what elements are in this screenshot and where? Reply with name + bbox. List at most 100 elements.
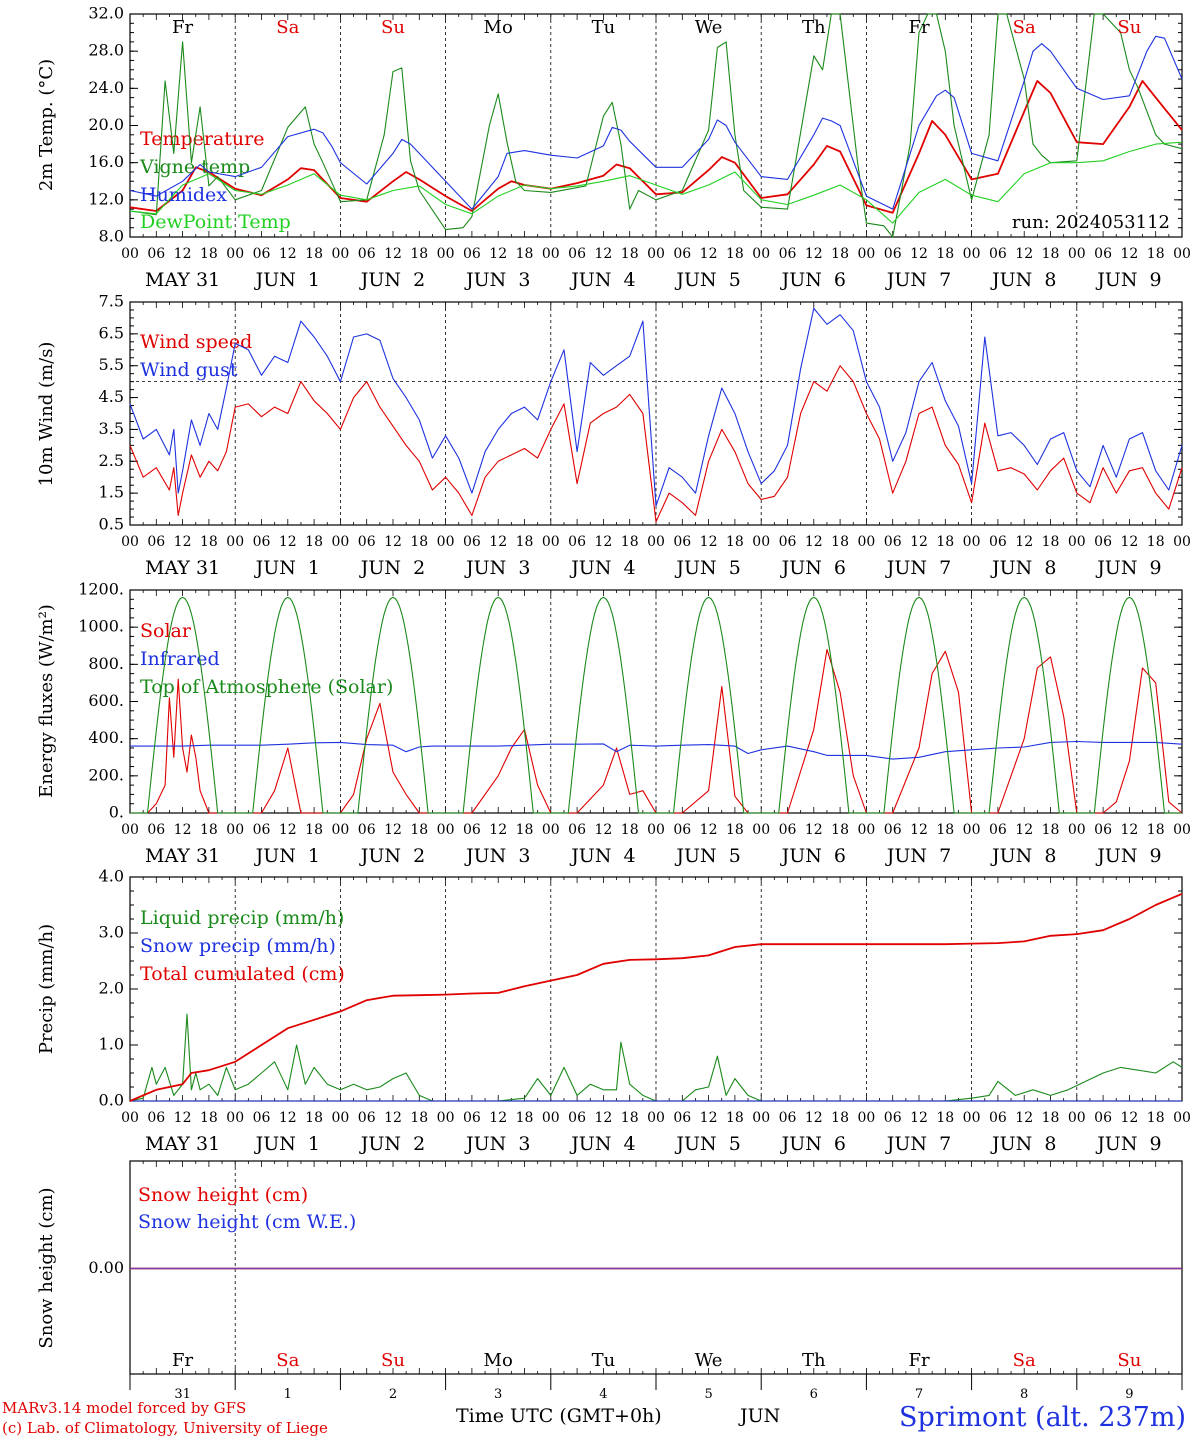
day-label: JUN 8	[990, 557, 1056, 579]
day-label: JUN 2	[359, 269, 425, 291]
hour-tick-label: 18	[621, 534, 639, 550]
day-label: JUN 9	[1095, 557, 1161, 579]
hour-tick-label: 00	[857, 534, 875, 550]
hour-tick-label: 00	[542, 1110, 560, 1126]
hour-tick-label: 18	[200, 246, 218, 262]
weekday-label: Tu	[592, 1350, 616, 1371]
hour-tick-label: 06	[147, 534, 165, 550]
weekday-label: Sa	[1013, 17, 1036, 38]
model-credit: MARv3.14 model forced by GFS	[2, 1399, 247, 1417]
hour-tick-label: 00	[1173, 246, 1191, 262]
series-line-dewpoint-temp	[129, 141, 1183, 224]
hour-tick-label: 18	[726, 1110, 744, 1126]
y-axis-label: Energy fluxes (W/m²)	[36, 604, 57, 798]
hour-tick-label: 18	[1042, 822, 1060, 838]
day-label: JUN 4	[569, 269, 635, 291]
hour-tick-label: 12	[1120, 822, 1138, 838]
panel-frame	[129, 13, 1183, 238]
hour-tick-label: 06	[989, 822, 1007, 838]
hour-tick-label: 00	[647, 246, 665, 262]
hour-tick-label: 00	[121, 822, 139, 838]
hour-tick-label: 06	[463, 822, 481, 838]
day-label: MAY 31	[145, 557, 220, 579]
hour-tick-label: 12	[594, 246, 612, 262]
day-label: JUN 7	[885, 845, 951, 867]
day-label: JUN 6	[780, 269, 846, 291]
hour-tick-label: 06	[779, 1110, 797, 1126]
day-label: JUN 5	[674, 269, 740, 291]
hour-tick-label: 18	[831, 534, 849, 550]
series-line-wind-gust	[129, 307, 1183, 507]
hour-tick-label: 06	[358, 246, 376, 262]
panel-2: 0.5 1.5 2.5 3.5 4.5 5.5 6.5 7.5 10m Wind (m/s) Wi…	[36, 292, 1191, 580]
hour-tick-label: 06	[779, 534, 797, 550]
day-label: JUN 5	[674, 557, 740, 579]
hour-tick-label: 12	[910, 822, 928, 838]
hour-tick-label: 12	[805, 1110, 823, 1126]
legend-entry: Liquid precip (mm/h)	[140, 907, 344, 929]
hour-tick-label: 06	[989, 534, 1007, 550]
time-axis-label: Time UTC (GMT+0h)	[456, 1405, 662, 1427]
weekday-label: Tu	[592, 17, 616, 38]
day-label: JUN 7	[885, 269, 951, 291]
day-label: JUN 6	[780, 1133, 846, 1155]
hour-tick-label: 06	[253, 822, 271, 838]
hour-tick-label: 12	[279, 534, 297, 550]
day-label: JUN 9	[1095, 1133, 1161, 1155]
hour-tick-label: 00	[1173, 822, 1191, 838]
y-tick-label: 1200.	[78, 580, 124, 599]
hour-tick-label: 00	[226, 1110, 244, 1126]
weekday-label: Sa	[1013, 1350, 1036, 1371]
hour-tick-label: 00	[542, 534, 560, 550]
hour-tick-label: 00	[331, 246, 349, 262]
day-label: JUN 4	[569, 557, 635, 579]
hour-tick-label: 06	[884, 246, 902, 262]
y-tick-label: 1.0	[99, 1035, 124, 1054]
weekday-label: Su	[1117, 17, 1141, 38]
day-number: 9	[1125, 1387, 1133, 1402]
hour-tick-label: 06	[568, 1110, 586, 1126]
hour-tick-label: 00	[542, 246, 560, 262]
y-tick-label: 800.	[88, 654, 124, 673]
panel-1: 8.0 12.0 16.0 20.0 24.0 28.0 32.0 2m Temp. (°C)…	[36, 4, 1191, 292]
day-number: 7	[915, 1387, 923, 1402]
y-axis-label: 2m Temp. (°C)	[36, 59, 57, 191]
hour-tick-label: 12	[489, 534, 507, 550]
weekday-label: Su	[1117, 1350, 1141, 1371]
hour-tick-label: 00	[1068, 1110, 1086, 1126]
hour-tick-label: 06	[253, 534, 271, 550]
panel-frame	[129, 589, 1183, 814]
y-tick-label: 24.0	[88, 78, 124, 97]
y-tick-label: 0.0	[99, 1091, 124, 1110]
hour-tick-label: 06	[673, 822, 691, 838]
hour-tick-label: 12	[700, 534, 718, 550]
hour-tick-label: 00	[647, 822, 665, 838]
day-label: JUN 9	[1095, 269, 1161, 291]
hour-tick-label: 18	[516, 1110, 534, 1126]
hour-tick-label: 18	[200, 534, 218, 550]
hour-tick-label: 00	[963, 822, 981, 838]
hour-tick-label: 00	[1068, 822, 1086, 838]
weekday-label: Sa	[276, 17, 299, 38]
y-tick-label: 12.0	[88, 189, 124, 208]
hour-tick-label: 12	[1120, 246, 1138, 262]
y-tick-label: 4.0	[99, 867, 124, 886]
hour-tick-label: 06	[463, 1110, 481, 1126]
hour-tick-label: 00	[752, 1110, 770, 1126]
hour-tick-label: 06	[884, 1110, 902, 1126]
weekday-label: We	[695, 17, 723, 38]
hour-tick-label: 18	[1042, 534, 1060, 550]
hour-tick-label: 12	[594, 822, 612, 838]
legend-entry: Solar	[140, 620, 192, 642]
hour-tick-label: 00	[331, 534, 349, 550]
y-axis-label: 10m Wind (m/s)	[36, 342, 57, 487]
day-number: 31	[174, 1387, 191, 1402]
hour-tick-label: 12	[384, 1110, 402, 1126]
y-tick-label: 4.5	[99, 387, 124, 406]
legend-entry: Snow height (cm)	[138, 1184, 308, 1206]
hour-tick-label: 00	[121, 246, 139, 262]
hour-tick-label: 06	[989, 1110, 1007, 1126]
hour-tick-label: 18	[410, 822, 428, 838]
hour-tick-label: 06	[358, 534, 376, 550]
y-tick-label: 0.00	[88, 1258, 124, 1277]
